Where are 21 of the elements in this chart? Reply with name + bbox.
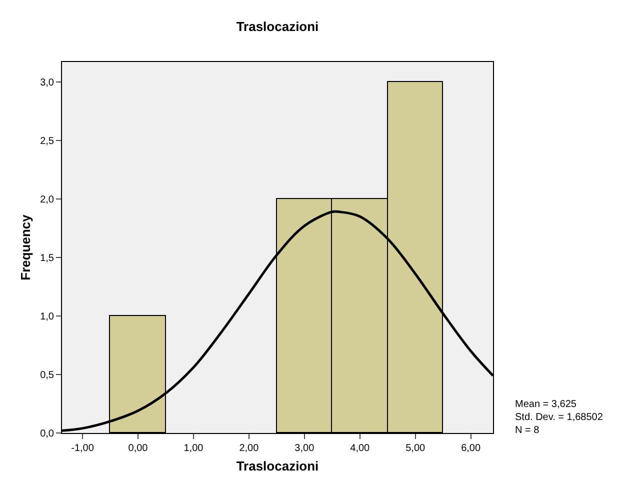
x-tick-label: 4,00 xyxy=(350,443,370,454)
text: N = 8 xyxy=(515,425,540,436)
y-tick-label: 3,0 xyxy=(40,77,54,88)
y-tick-label: 1,5 xyxy=(40,252,54,264)
x-tick-label: 5,00 xyxy=(406,443,426,454)
x-tick-label: 2,00 xyxy=(239,443,260,454)
x-tick-label: -1,00 xyxy=(71,443,94,454)
text: Std. Dev. = 1,68502 xyxy=(515,412,604,423)
chart-title: Traslocazioni xyxy=(236,19,319,34)
y-tick-label: 2,5 xyxy=(40,136,54,147)
x-tick-label: 6,00 xyxy=(461,443,481,454)
x-tick-label: 0,00 xyxy=(128,443,148,454)
text: Mean = 3,625 xyxy=(515,399,577,410)
x-tick-label: 3,00 xyxy=(294,443,315,454)
y-axis-title: Frequency xyxy=(18,214,34,280)
y-tick-label: 1,0 xyxy=(40,311,54,322)
x-tick-label: 1,00 xyxy=(184,443,204,454)
y-tick-label: 2,0 xyxy=(40,194,54,206)
y-tick-label: 0,0 xyxy=(40,428,54,440)
y-tick-label: 0,5 xyxy=(40,370,54,381)
x-axis-title: Traslocazioni xyxy=(236,458,319,474)
